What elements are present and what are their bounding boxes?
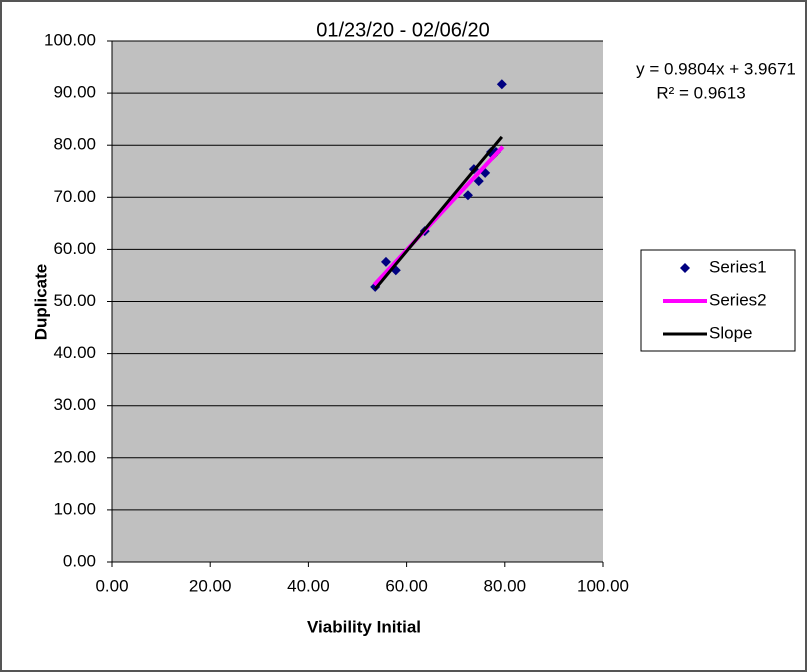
- y-tick-label: 20.00: [53, 447, 96, 466]
- y-tick-label: 50.00: [53, 291, 96, 310]
- x-axis-label: Viability Initial: [307, 617, 421, 636]
- annotation: y = 0.9804x + 3.9671: [636, 59, 796, 78]
- y-tick-label: 30.00: [53, 395, 96, 414]
- x-tick-label: 20.00: [189, 576, 232, 595]
- y-tick-label: 90.00: [53, 83, 96, 102]
- y-tick-label: 10.00: [53, 499, 96, 518]
- legend-label: Series2: [709, 290, 767, 309]
- x-tick-label: 100.00: [577, 576, 629, 595]
- point: [462, 190, 473, 201]
- x-tick-label: 0.00: [95, 576, 128, 595]
- chart-title: 01/23/20 - 02/06/20: [316, 19, 489, 41]
- y-tick-label: 40.00: [53, 343, 96, 362]
- x-tick-label: 40.00: [287, 576, 330, 595]
- series-line: [374, 135, 504, 290]
- series-line: [372, 145, 505, 287]
- y-tick-label: 0.00: [63, 551, 96, 570]
- x-tick-label: 80.00: [484, 576, 527, 595]
- legend-label: Series1: [709, 257, 767, 276]
- x-tick-label: 60.00: [385, 576, 428, 595]
- legend-swatch: [680, 263, 690, 273]
- y-tick-label: 100.00: [44, 30, 96, 49]
- y-axis-label: Duplicate: [31, 264, 50, 341]
- point: [496, 79, 507, 90]
- y-tick-label: 80.00: [53, 135, 96, 154]
- y-tick-label: 60.00: [53, 239, 96, 258]
- legend-label: Slope: [709, 323, 752, 342]
- y-tick-label: 70.00: [53, 187, 96, 206]
- point: [473, 176, 484, 187]
- annotation: R² = 0.9613: [656, 83, 745, 102]
- point: [380, 256, 391, 267]
